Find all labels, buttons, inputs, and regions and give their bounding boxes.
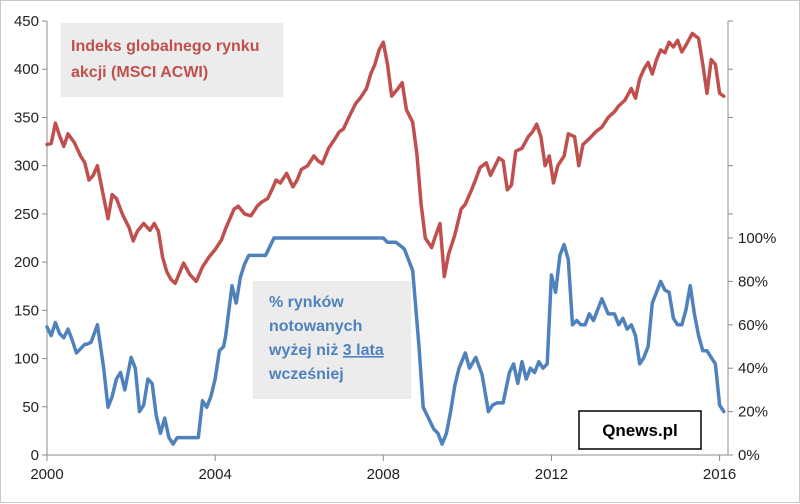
brand-layer: Qnews.pl	[578, 410, 702, 450]
y-left-tick-label: 50	[22, 399, 39, 416]
y-left-tick-label: 400	[14, 61, 39, 78]
y-right-tick-label: 40%	[738, 360, 768, 377]
blue-label-line1: % rynków	[269, 294, 344, 311]
axes-layer: 0 50 100 150 200 250 300 350 400 450 0% 20% 40% 60% 80…	[14, 13, 776, 483]
y-left-tick-label: 350	[14, 109, 39, 126]
y-left-tick-label: 150	[14, 302, 39, 319]
blue-label-line3: wyżej niż 3 lata	[268, 342, 384, 359]
red-label-box	[61, 23, 283, 97]
blue-label-underlined: 3 lata	[343, 342, 384, 359]
brand-box	[578, 410, 702, 450]
blue-label-line3-pre: wyżej niż	[268, 342, 343, 359]
x-tick-label: 2016	[703, 466, 736, 483]
brand-label: Qnews.pl	[602, 421, 678, 440]
blue-label-box	[253, 281, 411, 399]
series-layer	[45, 31, 726, 446]
y-left-tick-label: 100	[14, 351, 39, 368]
blue-label-line4: wcześniej	[268, 366, 344, 383]
series-line-markets-pct	[45, 236, 726, 446]
series-line-msci-acwi	[45, 31, 726, 286]
y-right-tick-label: 0%	[738, 447, 760, 464]
y-right-tick-label: 100%	[738, 230, 776, 247]
y-right-tick-label: 20%	[738, 404, 768, 421]
red-label-line2: akcji (MSCI ACWI)	[71, 64, 208, 81]
x-tick-label: 2008	[367, 466, 400, 483]
x-tick-label: 2012	[535, 466, 568, 483]
annotation-layer: Indeks globalnego rynku akcji (MSCI ACWI…	[61, 23, 411, 399]
blue-label-line2: notowanych	[269, 318, 362, 335]
x-tick-label: 2004	[198, 466, 231, 483]
y-left-tick-label: 250	[14, 206, 39, 223]
y-right-tick-label: 80%	[738, 273, 768, 290]
y-right-tick-label: 60%	[738, 317, 768, 334]
red-label-line1: Indeks globalnego rynku	[71, 38, 259, 55]
x-tick-label: 2000	[30, 466, 63, 483]
y-left-tick-label: 200	[14, 254, 39, 271]
y-left-tick-label: 450	[14, 13, 39, 30]
y-left-tick-label: 300	[14, 158, 39, 175]
y-left-tick-label: 0	[31, 447, 39, 464]
